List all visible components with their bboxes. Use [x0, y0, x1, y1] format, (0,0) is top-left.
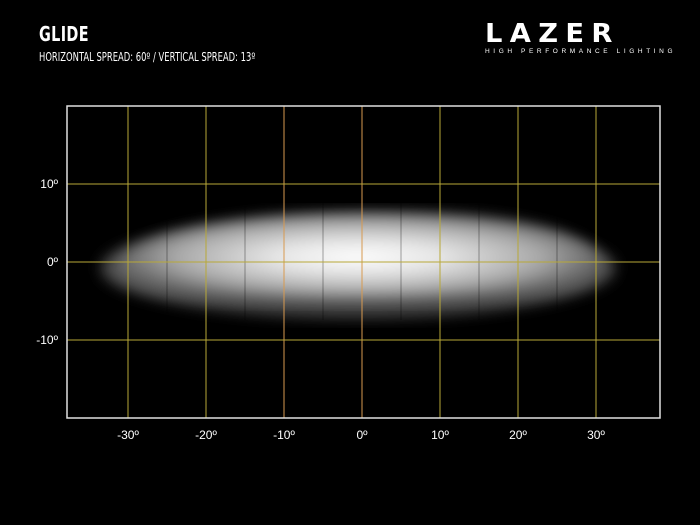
logo-wordmark: LAZER — [485, 19, 620, 49]
x-tick-label: 0º — [356, 428, 368, 442]
x-tick-label: -30º — [117, 428, 139, 442]
y-tick-label: -10º — [36, 333, 58, 347]
spread-subtitle: HORIZONTAL SPREAD: 60º / VERTICAL SPREAD… — [39, 50, 256, 64]
y-tick-label: 0º — [47, 255, 59, 269]
x-tick-label: 10º — [431, 428, 449, 442]
beam-layer — [100, 200, 616, 320]
beam-subgrid — [166, 200, 558, 320]
x-tick-label: -20º — [195, 428, 217, 442]
x-tick-label: 20º — [509, 428, 527, 442]
beam-hotspot — [112, 212, 605, 302]
x-tick-label: 30º — [587, 428, 605, 442]
y-tick-label: 10º — [40, 177, 58, 191]
grid-lines — [67, 106, 660, 418]
lazer-logo: LAZER HIGH PERFORMANCE LIGHTING — [485, 21, 677, 55]
plot-frame — [66, 105, 661, 419]
logo-tagline: HIGH PERFORMANCE LIGHTING — [485, 48, 677, 55]
product-title: GLIDE — [39, 22, 89, 46]
x-tick-label: -10º — [273, 428, 295, 442]
